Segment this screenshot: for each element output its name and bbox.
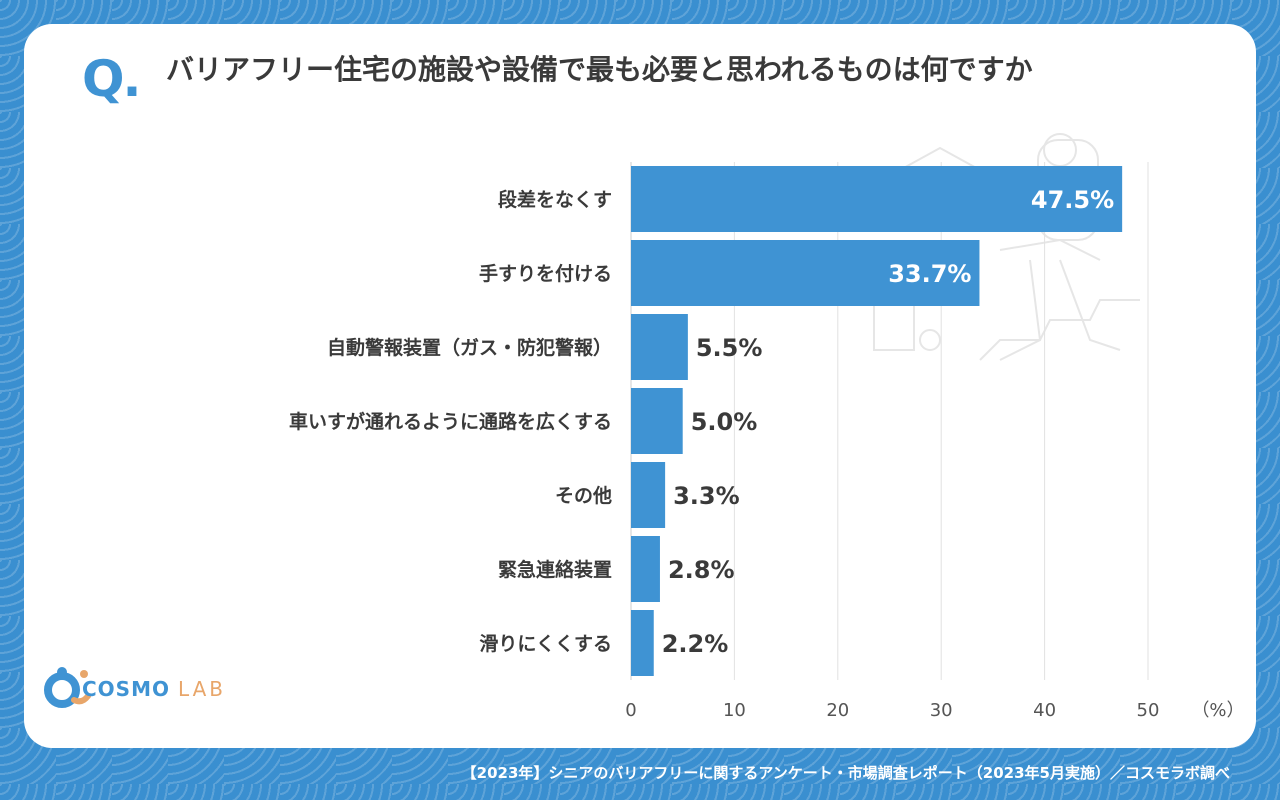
- bar: [631, 166, 1123, 232]
- bar: [631, 536, 660, 602]
- data-label: 3.3%: [673, 482, 740, 510]
- brand-name-main: COSMO: [82, 677, 170, 701]
- category-label: 手すりを付ける: [479, 262, 612, 285]
- x-tick-label: 0: [625, 700, 636, 721]
- bar: [631, 240, 980, 306]
- data-label: 33.7%: [888, 260, 971, 288]
- question-mark: Q.: [82, 50, 141, 108]
- x-tick-label: 20: [826, 700, 849, 721]
- data-label: 2.8%: [668, 556, 735, 584]
- bar: [631, 610, 654, 676]
- category-label: その他: [555, 484, 612, 507]
- x-tick-label: 50: [1137, 700, 1160, 721]
- data-label: 47.5%: [1031, 186, 1114, 214]
- brand-name: COSMO LAB: [82, 677, 226, 701]
- data-label: 5.5%: [696, 334, 763, 362]
- source-footer: 【2023年】シニアのバリアフリーに関するアンケート・市場調査レポート（2023…: [461, 764, 1230, 782]
- bar: [631, 462, 666, 528]
- x-tick-label: 10: [723, 700, 746, 721]
- category-label: 段差をなくす: [498, 188, 612, 211]
- chart-title: バリアフリー住宅の施設や設備で最も必要と思われるものは何ですか: [166, 53, 1033, 86]
- x-unit-label: （%）: [1191, 700, 1244, 721]
- brand-name-sub: LAB: [177, 677, 226, 701]
- category-label: 滑りにくくする: [479, 633, 612, 655]
- data-label: 2.2%: [662, 630, 729, 658]
- bar: [631, 388, 683, 454]
- bar: [631, 314, 688, 380]
- data-label: 5.0%: [691, 408, 758, 436]
- x-tick-label: 30: [930, 700, 953, 721]
- cosmo-lab-logo: [44, 667, 91, 708]
- category-label: 車いすが通れるように通路を広くする: [289, 410, 612, 433]
- category-label: 自動警報装置（ガス・防犯警報）: [327, 336, 612, 359]
- category-label: 緊急連絡装置: [498, 558, 612, 581]
- x-tick-label: 40: [1033, 700, 1056, 721]
